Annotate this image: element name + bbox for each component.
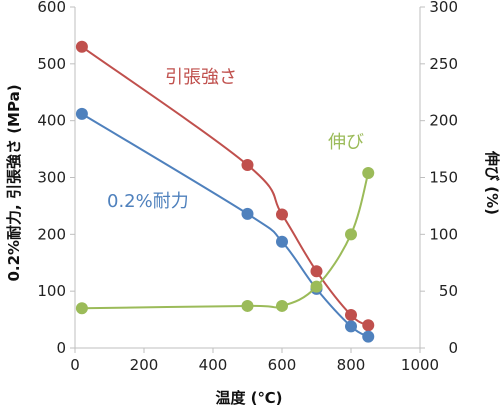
x-tick-label: 600 — [268, 356, 297, 374]
series-1-point — [241, 207, 254, 220]
right-tick-label: 200 — [429, 112, 458, 130]
series-2-point — [310, 280, 323, 293]
right-tick-label: 250 — [429, 55, 458, 73]
series-2-point — [362, 166, 375, 179]
left-tick-label: 200 — [37, 225, 66, 243]
right-axis-ticks: 0 50 100 150 200 250 300 — [420, 0, 458, 357]
series-1-point — [75, 107, 88, 120]
right-tick-label: 150 — [429, 169, 458, 187]
series-1-point — [362, 330, 375, 343]
x-axis-ticks: 0 200 400 600 800 1000 — [70, 348, 439, 374]
series-0-point — [310, 265, 323, 278]
series-0-label: 引張強さ — [165, 67, 237, 88]
right-tick-label: 50 — [439, 282, 458, 300]
left-axis-title: 0.2%耐力, 引張強さ (MPa) — [5, 84, 23, 281]
left-tick-label: 0 — [56, 339, 66, 357]
left-tick-label: 100 — [37, 282, 66, 300]
right-tick-label: 0 — [448, 339, 458, 357]
series-2-label: 伸び — [328, 132, 364, 153]
series-0-point — [75, 40, 88, 53]
series-2-point — [276, 299, 288, 312]
left-tick-label: 500 — [37, 55, 66, 73]
left-tick-label: 400 — [37, 112, 66, 130]
right-tick-label: 100 — [429, 225, 458, 243]
left-tick-label: 300 — [37, 169, 66, 187]
series-2-point — [75, 302, 88, 315]
series-0-point — [241, 158, 254, 171]
x-tick-label: 200 — [130, 356, 159, 374]
series-2-point — [345, 228, 357, 241]
series-labels: 引張強さ 0.2%耐力 伸び — [107, 67, 364, 212]
right-axis-title: 伸び (%) — [483, 150, 500, 215]
series-1-point — [345, 320, 357, 333]
series-1-point — [276, 235, 288, 248]
x-tick-label: 800 — [337, 356, 366, 374]
x-tick-label: 1000 — [401, 356, 439, 374]
series-layer — [75, 40, 375, 343]
x-tick-label: 400 — [199, 356, 228, 374]
series-1-label: 0.2%耐力 — [107, 191, 189, 212]
series-0-point — [276, 208, 288, 221]
x-axis-title: 温度 (℃) — [215, 389, 282, 407]
series-0-line — [81, 45, 369, 327]
right-tick-label: 300 — [429, 0, 458, 16]
series-0-point — [362, 319, 375, 332]
series-2-point — [241, 299, 254, 312]
left-axis-ticks: 0 100 200 300 400 500 600 — [37, 0, 75, 357]
left-tick-label: 600 — [37, 0, 66, 16]
x-tick-label: 0 — [70, 356, 80, 374]
series-0-point — [345, 309, 357, 322]
